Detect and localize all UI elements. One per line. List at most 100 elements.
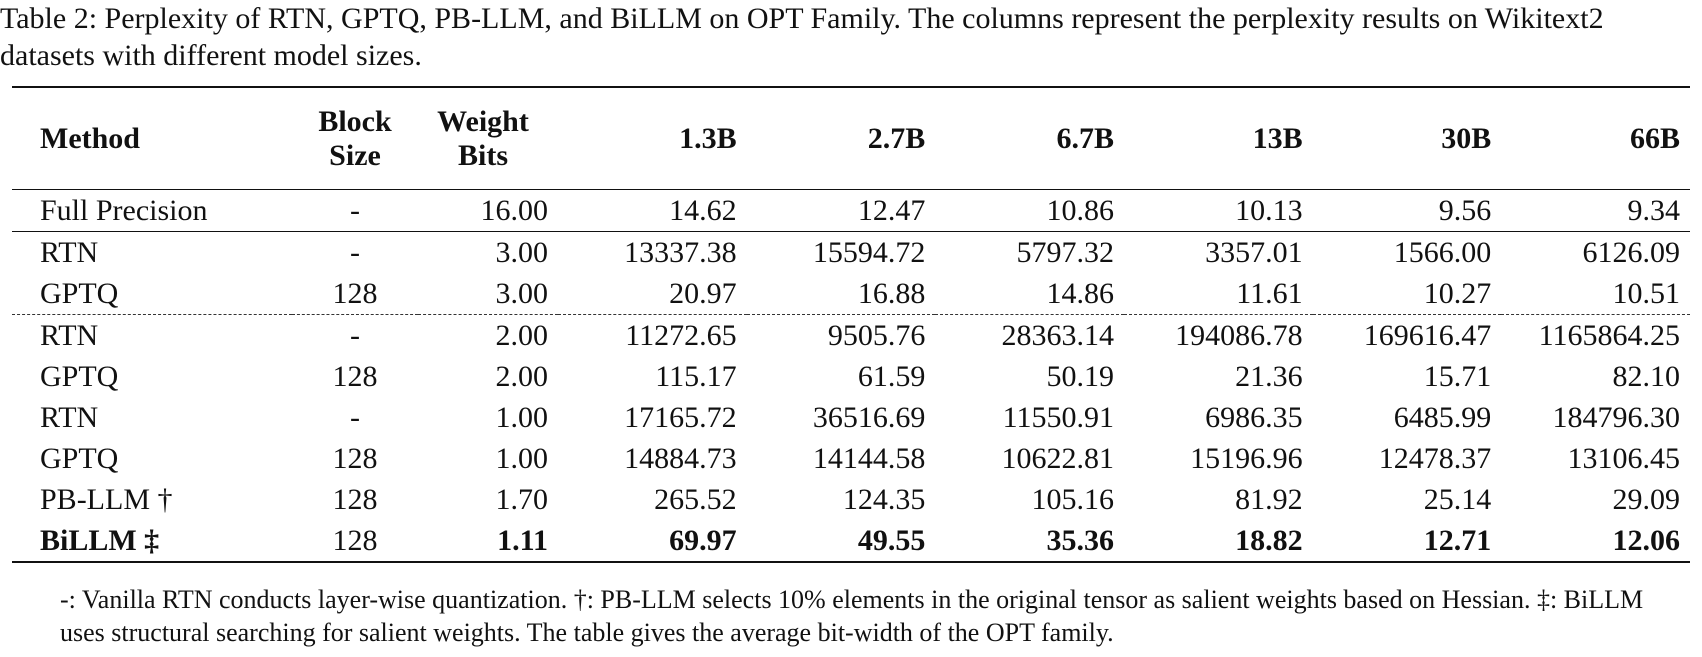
cell-weight-bits: 1.00: [495, 442, 549, 475]
perplexity-table: Method Block Size Weight Bits 1.3B 2.7B …: [12, 86, 1690, 563]
cell-value: 12.71: [1423, 524, 1492, 557]
cell-value: 11.61: [1236, 277, 1303, 310]
table-row: GPTQ 128 3.00 20.97 16.88 14.86 11.61 10…: [12, 273, 1690, 315]
cell-value: 9.56: [1438, 194, 1492, 227]
cell-value: 9.34: [1627, 194, 1681, 227]
cell-value: 12.06: [1612, 524, 1681, 557]
cell-method: Full Precision: [40, 194, 208, 227]
cell-value: 69.97: [669, 524, 737, 557]
table-caption: Table 2: Perplexity of RTN, GPTQ, PB-LLM…: [0, 2, 1604, 72]
header-method: Method: [40, 121, 140, 155]
table-row-highlight: BiLLM ‡ 128 1.11 69.97 49.55 35.36 18.82…: [12, 520, 1690, 562]
cell-block-size: -: [350, 194, 360, 227]
cell-value: 184796.30: [1552, 401, 1681, 434]
header-size-2-7b: 2.7B: [867, 121, 926, 155]
cell-value: 81.92: [1235, 483, 1303, 516]
cell-value: 18.82: [1235, 524, 1303, 557]
header-size-6-7b: 6.7B: [1056, 121, 1114, 155]
cell-block-size: 128: [332, 277, 378, 310]
table-row: Full Precision - 16.00 14.62 12.47 10.86…: [12, 190, 1690, 232]
cell-value: 10.86: [1046, 194, 1114, 227]
cell-method: GPTQ: [40, 360, 119, 393]
cell-value: 36516.69: [812, 401, 926, 434]
cell-value: 13337.38: [558, 231, 747, 273]
cell-value: 12478.37: [1378, 442, 1492, 475]
cell-value: 28363.14: [935, 314, 1124, 356]
header-weight-bits-line1: Weight: [437, 104, 529, 138]
header-size-30b: 30B: [1441, 121, 1492, 155]
header-size-13b: 13B: [1252, 121, 1303, 155]
cell-weight-bits: 2.00: [418, 314, 558, 356]
cell-value: 14.86: [1046, 277, 1114, 310]
table-row: RTN - 1.00 17165.72 36516.69 11550.91 69…: [12, 397, 1690, 438]
table-row: RTN - 3.00 13337.38 15594.72 5797.32 335…: [12, 231, 1690, 273]
cell-value: 10.27: [1423, 277, 1492, 310]
cell-value: 11272.65: [558, 314, 747, 356]
cell-weight-bits: 1.11: [497, 524, 548, 557]
cell-value: 13106.45: [1567, 442, 1681, 475]
cell-value: 14884.73: [624, 442, 737, 475]
cell-method: RTN: [12, 314, 292, 356]
cell-value: 21.36: [1235, 360, 1303, 393]
cell-value: 10622.81: [1001, 442, 1114, 475]
cell-value: 50.19: [1046, 360, 1114, 393]
cell-weight-bits: 2.00: [495, 360, 549, 393]
cell-weight-bits: 3.00: [495, 277, 549, 310]
cell-value: 194086.78: [1123, 314, 1313, 356]
cell-value: 11550.91: [1002, 401, 1114, 434]
cell-method: RTN: [40, 401, 99, 434]
cell-value: 17165.72: [624, 401, 737, 434]
cell-value: 29.09: [1612, 483, 1681, 516]
cell-value: 105.16: [1031, 483, 1114, 516]
cell-value: 124.35: [842, 483, 926, 516]
cell-block-size: 128: [332, 360, 378, 393]
cell-block-size: -: [292, 314, 418, 356]
cell-value: 14.62: [669, 194, 737, 227]
cell-method: RTN: [12, 231, 292, 273]
table-row: RTN - 2.00 11272.65 9505.76 28363.14 194…: [12, 314, 1690, 356]
table-row: PB-LLM † 128 1.70 265.52 124.35 105.16 8…: [12, 479, 1690, 520]
cell-value: 115.17: [655, 360, 737, 393]
results-table-container: Method Block Size Weight Bits 1.3B 2.7B …: [12, 86, 1690, 563]
cell-value: 16.88: [857, 277, 926, 310]
cell-weight-bits: 3.00: [418, 231, 558, 273]
header-weight-bits-line2: Bits: [457, 138, 508, 172]
cell-value: 10.13: [1235, 194, 1303, 227]
header-row: Method Block Size Weight Bits 1.3B 2.7B …: [12, 87, 1690, 190]
header-size-66b: 66B: [1629, 121, 1680, 155]
cell-block-size: 128: [332, 483, 378, 516]
cell-value: 1165864.25: [1501, 314, 1690, 356]
cell-value: 15196.96: [1190, 442, 1303, 475]
cell-value: 35.36: [1046, 524, 1114, 557]
cell-value: 14144.58: [812, 442, 926, 475]
cell-method: BiLLM ‡: [40, 524, 160, 557]
cell-value: 10.51: [1612, 277, 1681, 310]
cell-value: 265.52: [654, 483, 737, 516]
cell-value: 6485.99: [1393, 401, 1492, 434]
cell-value: 15.71: [1423, 360, 1492, 393]
cell-value: 6126.09: [1501, 231, 1690, 273]
header-size-1-3b: 1.3B: [679, 121, 737, 155]
header-block-size-line2: Size: [329, 138, 381, 172]
cell-value: 49.55: [857, 524, 926, 557]
cell-value: 25.14: [1423, 483, 1492, 516]
cell-value: 82.10: [1612, 360, 1681, 393]
table-row: GPTQ 128 1.00 14884.73 14144.58 10622.81…: [12, 438, 1690, 479]
cell-value: 6986.35: [1205, 401, 1303, 434]
cell-block-size: 128: [332, 442, 378, 475]
cell-value: 9505.76: [746, 314, 936, 356]
cell-value: 1566.00: [1312, 231, 1502, 273]
cell-block-size: 128: [332, 524, 378, 557]
header-block-size-line1: Block: [318, 104, 392, 138]
cell-value: 20.97: [669, 277, 737, 310]
table-row: GPTQ 128 2.00 115.17 61.59 50.19 21.36 1…: [12, 356, 1690, 397]
cell-value: 61.59: [857, 360, 926, 393]
cell-value: 3357.01: [1123, 231, 1313, 273]
cell-value: 12.47: [857, 194, 926, 227]
cell-method: PB-LLM †: [40, 483, 173, 516]
cell-value: 169616.47: [1312, 314, 1502, 356]
cell-value: 5797.32: [935, 231, 1124, 273]
header-block-size: Block Size: [292, 87, 418, 190]
cell-method: GPTQ: [40, 277, 119, 310]
cell-block-size: -: [350, 401, 360, 434]
